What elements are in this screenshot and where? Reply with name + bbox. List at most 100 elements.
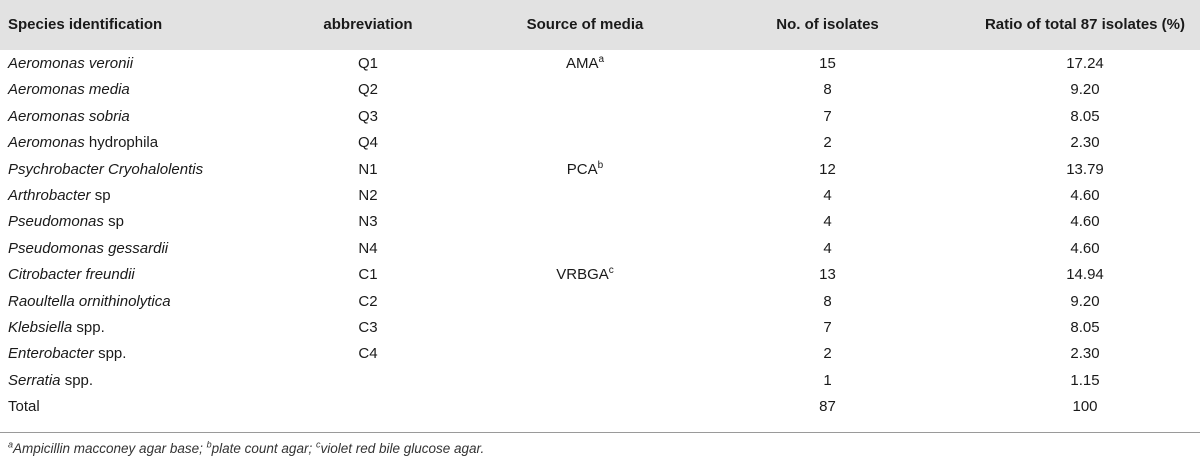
- media-cell: VRBGAc: [520, 265, 650, 284]
- species-cell: Aeromonas sobria: [8, 108, 130, 125]
- species-epithet: sobria: [88, 107, 130, 125]
- footnote-mark: c: [315, 439, 321, 450]
- table-row: Aeromonas hydrophila Q4 2 2.30: [0, 129, 1200, 155]
- abbreviation-cell: C3: [358, 318, 378, 336]
- species-genus: Psychrobacter: [8, 160, 104, 178]
- isolates-count-cell: 4: [823, 186, 832, 204]
- species-epithet: spp.: [98, 345, 127, 363]
- footnote-text: Ampicillin macconey agar base;: [13, 441, 207, 456]
- species-genus: Pseudomonas: [8, 213, 104, 231]
- species-genus: Klebsiella: [8, 318, 73, 336]
- isolates-count-cell: 15: [819, 55, 836, 72]
- abbreviation-cell: Q1: [357, 55, 378, 72]
- table-row: Pseudomonas gessardii N4 4 4.60: [0, 235, 1200, 261]
- bottom-rule: [0, 432, 1200, 433]
- media-cell: PCAb: [520, 159, 650, 178]
- media-footnote-mark: a: [598, 54, 605, 65]
- isolates-count-cell: 12: [819, 160, 836, 178]
- isolates-count-cell: 8: [823, 81, 832, 99]
- ratio-cell: 9.20: [1070, 292, 1100, 310]
- ratio-cell: 2.30: [1070, 345, 1100, 363]
- abbreviation-cell: C4: [358, 345, 378, 363]
- table-row: Psychrobacter Cryohalolentis N1 PCAb 12 13.7…: [0, 156, 1200, 182]
- ratio-cell: 4.60: [1070, 186, 1100, 204]
- species-genus: Serratia: [8, 371, 61, 389]
- footnote-text: plate count agar;: [211, 441, 316, 456]
- species-cell: Serratia spp.: [8, 372, 93, 389]
- isolates-count-cell: 1: [823, 371, 832, 389]
- species-genus: Arthrobacter: [8, 186, 91, 204]
- species-cell: Aeromonas veronii: [8, 55, 133, 72]
- media-footnote-mark: c: [608, 265, 614, 277]
- abbreviation-cell: N4: [358, 239, 378, 257]
- species-cell: Raoultella ornithinolytica: [8, 293, 171, 310]
- species-cell: Klebsiella spp.: [8, 319, 105, 336]
- species-genus: Aeromonas: [8, 55, 85, 72]
- species-cell: Enterobacter spp.: [8, 345, 126, 362]
- media-name: VRBGA: [556, 266, 609, 284]
- isolates-count-cell: 2: [823, 345, 832, 363]
- table-body: Aeromonas veronii Q1 AMAa 15 17.24 Aeromonas …: [0, 50, 1200, 419]
- species-epithet: media: [88, 81, 130, 99]
- abbreviation-cell: C1: [358, 266, 378, 284]
- species-genus: Aeromonas: [8, 134, 85, 152]
- ratio-cell: 13.79: [1066, 160, 1104, 178]
- species-genus: Enterobacter: [8, 345, 94, 363]
- footnote-text: violet red bile glucose agar.: [320, 441, 485, 456]
- species-epithet: sp: [108, 213, 124, 231]
- ratio-cell: 1.15: [1070, 371, 1100, 389]
- ratio-cell: 9.20: [1070, 81, 1100, 99]
- header-no-of-isolates: No. of isolates: [776, 16, 879, 33]
- species-cell: Citrobacter freundii: [8, 266, 135, 283]
- species-cell: Psychrobacter Cryohalolentis: [8, 161, 203, 178]
- table-footnote: aAmpicillin macconey agar base; bplate c…: [8, 439, 485, 456]
- species-genus: Raoultella: [8, 292, 75, 310]
- ratio-cell: 8.05: [1070, 318, 1100, 336]
- ratio-cell: 2.30: [1070, 134, 1100, 152]
- table-row: Serratia spp. 1 1.15: [0, 367, 1200, 393]
- abbreviation-cell: Q2: [357, 81, 378, 99]
- abbreviation-cell: Q4: [357, 134, 378, 152]
- species-cell: Arthrobacter sp: [8, 187, 111, 204]
- isolates-count-cell: 4: [823, 213, 832, 231]
- table-row: Pseudomonas sp N3 4 4.60: [0, 208, 1200, 234]
- species-epithet: spp.: [76, 318, 105, 336]
- table-row: Arthrobacter sp N2 4 4.60: [0, 182, 1200, 208]
- header-ratio: Ratio of total 87 isolates (%): [984, 16, 1186, 33]
- species-epithet: Cryohalolentis: [108, 160, 204, 178]
- species-genus: Citrobacter: [8, 266, 82, 284]
- table-row: Klebsiella spp. C3 7 8.05: [0, 314, 1200, 340]
- abbreviation-cell: C2: [358, 292, 378, 310]
- ratio-cell: 4.60: [1070, 239, 1100, 257]
- species-epithet: veronii: [88, 55, 134, 72]
- table-row: Enterobacter spp. C4 2 2.30: [0, 340, 1200, 366]
- species-epithet: freundii: [85, 266, 135, 284]
- abbreviation-cell: Q3: [357, 107, 378, 125]
- total-label: Total: [8, 398, 40, 416]
- abbreviation-cell: N3: [358, 213, 378, 231]
- species-epithet: gessardii: [108, 239, 169, 257]
- species-cell: Pseudomonas gessardii: [8, 240, 168, 257]
- ratio-cell: 17.24: [1066, 55, 1104, 72]
- isolates-count-cell: 4: [823, 239, 832, 257]
- media-footnote-mark: b: [597, 159, 604, 171]
- table-row: Aeromonas media Q2 8 9.20: [0, 76, 1200, 102]
- table-row: Raoultella ornithinolytica C2 8 9.20: [0, 288, 1200, 314]
- ratio-cell: 8.05: [1070, 107, 1100, 125]
- abbreviation-cell: N1: [358, 160, 378, 178]
- species-epithet: spp.: [64, 371, 94, 389]
- isolates-count-cell: 13: [819, 266, 836, 284]
- species-epithet: sp: [94, 186, 111, 204]
- isolates-count-cell: 7: [823, 107, 832, 125]
- ratio-cell: 4.60: [1070, 213, 1100, 231]
- media-cell: AMAa: [520, 54, 650, 73]
- isolates-count-cell: 7: [823, 318, 832, 336]
- species-genus: Aeromonas: [8, 107, 85, 125]
- isolates-count-cell: 8: [823, 292, 832, 310]
- footnote-mark: b: [206, 439, 212, 450]
- header-source-of-media: Source of media: [526, 16, 644, 33]
- species-epithet: hydrophila: [88, 134, 159, 152]
- species-epithet: ornithinolytica: [78, 292, 171, 310]
- species-cell: Pseudomonas sp: [8, 213, 124, 230]
- media-name: PCA: [566, 160, 598, 178]
